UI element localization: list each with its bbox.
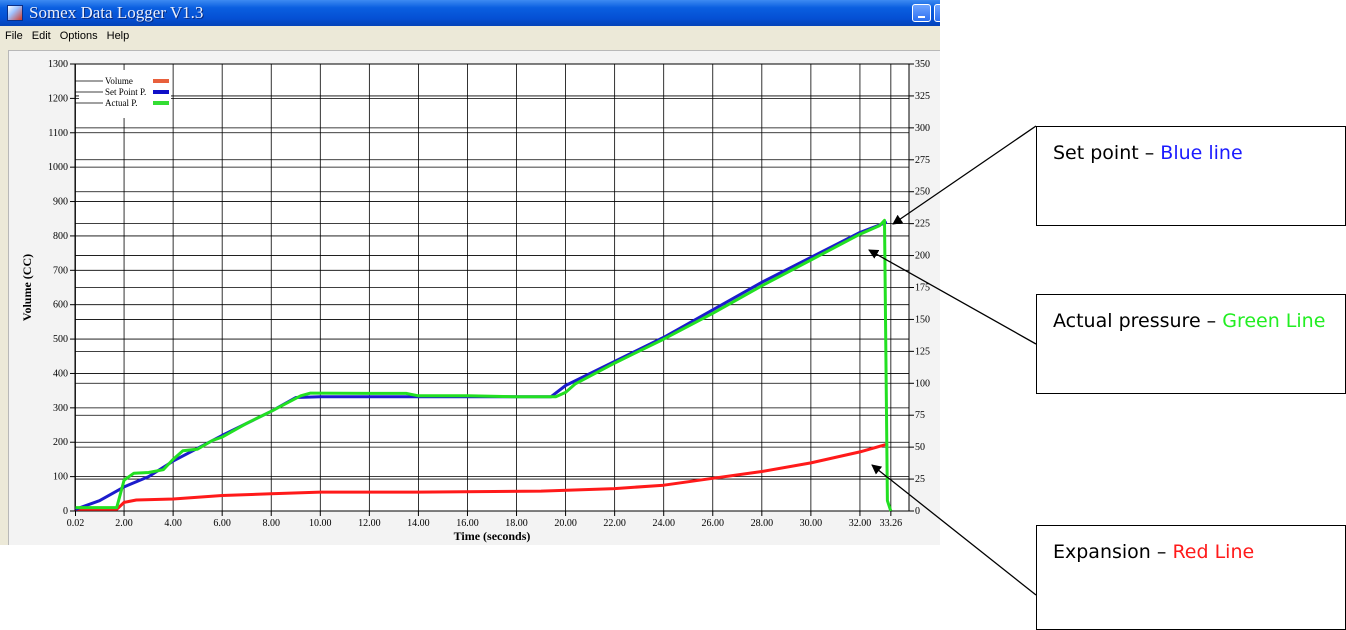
- x-tick-label: 14.00: [407, 518, 430, 529]
- x-tick-label: 24.00: [652, 518, 675, 529]
- y-right-tick-label: 200: [915, 251, 930, 262]
- x-tick-label: 16.00: [456, 518, 479, 529]
- y-left-tick-label: 100: [53, 472, 68, 483]
- legend-swatch: [153, 101, 169, 105]
- menu-bar: File Edit Options Help: [0, 26, 940, 46]
- y-right-tick-label: 125: [915, 346, 930, 357]
- y-left-tick-label: 600: [53, 300, 68, 311]
- y-left-tick-label: 300: [53, 403, 68, 414]
- y-right-tick-label: 50: [915, 442, 925, 453]
- title-bar[interactable]: Somex Data Logger V1.3: [0, 0, 940, 26]
- callout-expansion: Expansion – Red Line: [1036, 525, 1346, 630]
- x-tick-label: 2.00: [115, 518, 133, 529]
- series-line-set-point-p: [74, 220, 888, 511]
- series-line-volume: [75, 442, 889, 511]
- menu-options[interactable]: Options: [59, 30, 98, 42]
- y-left-tick-label: 1300: [48, 59, 68, 70]
- y-left-tick-label: 1000: [48, 162, 68, 173]
- chart-panel: 0 100 200 300 400 500 600 700 800 900 1000 1100 1200…: [8, 50, 940, 545]
- callout-actual-pressure: Actual pressure – Green Line: [1036, 294, 1346, 394]
- y-right-tick-label: 350: [915, 59, 930, 70]
- x-tick-label: 20.00: [554, 518, 577, 529]
- legend-swatch: [153, 79, 169, 83]
- callout-actual-pressure-color-text: Green Line: [1222, 310, 1326, 332]
- maximize-button[interactable]: [934, 4, 940, 22]
- x-tick-label: 28.00: [751, 518, 774, 529]
- menu-file[interactable]: File: [5, 30, 23, 42]
- x-tick-label: 4.00: [164, 518, 182, 529]
- x-tick-label: 10.00: [309, 518, 332, 529]
- y-right-tick-label: 0: [915, 506, 920, 517]
- window-title: Somex Data Logger V1.3: [29, 3, 204, 22]
- y-right-tick-label: 275: [915, 155, 930, 166]
- x-tick-label: 30.00: [800, 518, 823, 529]
- y-right-tick-label: 175: [915, 283, 930, 294]
- y-right-tick-label: 75: [915, 410, 925, 421]
- legend-label: Volume: [105, 76, 133, 86]
- y-right-tick-label: 150: [915, 314, 930, 325]
- callout-set-point-color-text: Blue line: [1160, 142, 1243, 164]
- line-chart: 0100200300400500600700800900100011001200…: [20, 59, 930, 543]
- x-tick-label: 8.00: [262, 518, 280, 529]
- callout-expansion-label: Expansion –: [1053, 541, 1167, 563]
- legend-label: Set Point P.: [105, 87, 146, 97]
- y-left-tick-label: 400: [53, 368, 68, 379]
- y-left-tick-label: 1100: [48, 128, 68, 139]
- menu-help[interactable]: Help: [106, 30, 130, 42]
- y-left-tick-label: 1200: [48, 93, 68, 104]
- x-tick-label: 32.00: [849, 518, 872, 529]
- callout-set-point-label: Set point –: [1053, 142, 1155, 164]
- callout-actual-pressure-label: Actual pressure –: [1053, 310, 1217, 332]
- y-axis-label: Volume (CC): [20, 254, 34, 321]
- x-tick-label: 26.00: [702, 518, 725, 529]
- y-left-tick-label: 800: [53, 231, 68, 242]
- y-right-tick-label: 225: [915, 219, 930, 230]
- y-right-tick-label: 250: [915, 187, 930, 198]
- x-tick-label: 22.00: [603, 518, 626, 529]
- y-right-tick-label: 300: [915, 123, 930, 134]
- y-left-tick-label: 500: [53, 334, 68, 345]
- callout-set-point: Set point – Blue line: [1036, 126, 1346, 226]
- x-tick-label: 0.02: [67, 518, 85, 529]
- minimize-button[interactable]: [912, 4, 931, 22]
- series-line-actual-p: [75, 218, 893, 512]
- y-right-tick-label: 325: [915, 91, 930, 102]
- x-tick-label: 6.00: [213, 518, 231, 529]
- y-left-tick-label: 900: [53, 197, 68, 208]
- callout-expansion-color-text: Red Line: [1172, 541, 1255, 563]
- x-tick-label: 18.00: [505, 518, 528, 529]
- y-right-tick-label: 25: [915, 474, 925, 485]
- y-left-tick-label: 700: [53, 265, 68, 276]
- app-icon[interactable]: [7, 5, 23, 21]
- x-tick-label: 33.26: [880, 518, 903, 529]
- legend-label: Actual P.: [105, 98, 138, 108]
- x-axis-label: Time (seconds): [454, 529, 531, 543]
- legend-swatch: [153, 90, 169, 94]
- y-left-tick-label: 200: [53, 437, 68, 448]
- menu-edit[interactable]: Edit: [31, 30, 51, 42]
- y-left-tick-label: 0: [63, 506, 68, 517]
- x-tick-label: 12.00: [358, 518, 381, 529]
- y-right-tick-label: 100: [915, 378, 930, 389]
- app-window: Somex Data Logger V1.3 File Edit Options…: [0, 0, 940, 545]
